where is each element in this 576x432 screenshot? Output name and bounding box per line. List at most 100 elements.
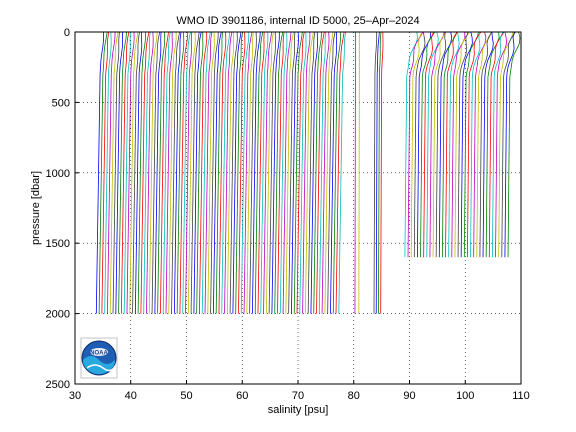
profile-line (160, 32, 169, 314)
profile-line (129, 32, 139, 314)
profile-line (148, 32, 158, 314)
profile-line (470, 32, 481, 258)
x-tick-label: 100 (456, 390, 474, 402)
profile-line (95, 32, 104, 314)
profile-line (118, 32, 127, 314)
profile-line (252, 32, 261, 314)
grid (75, 32, 521, 384)
profile-line (182, 32, 191, 314)
profile-line (442, 32, 458, 258)
profile-line (151, 32, 161, 314)
x-axis: 30 40 50 60 70 80 90 100 110 (69, 380, 530, 402)
profile-line (498, 32, 513, 258)
profile-line (327, 32, 336, 314)
profile-line (473, 32, 487, 258)
profile-line (448, 32, 460, 258)
profile-line (407, 32, 424, 258)
profile-line (404, 32, 419, 258)
x-tick-label: 90 (403, 390, 415, 402)
x-tick-label: 60 (236, 390, 248, 402)
profile-line (260, 32, 269, 314)
profile-line (293, 32, 303, 314)
profile-line (495, 32, 508, 258)
profile-line (265, 32, 274, 314)
profile-line (338, 32, 347, 314)
profile-line (375, 32, 380, 314)
profile-line (271, 32, 280, 314)
profile-line (243, 32, 253, 314)
profile-line (123, 32, 131, 314)
profile-line (204, 32, 213, 314)
profile-line (137, 32, 147, 314)
y-axis: 0 500 1000 1500 2000 2500 (46, 27, 79, 391)
profile-line (238, 32, 246, 314)
profile-line (445, 32, 458, 258)
profile-line (373, 32, 378, 314)
profile-line (296, 32, 305, 314)
profile-line (451, 32, 466, 258)
profile-line (229, 32, 238, 314)
profile-line (413, 32, 426, 258)
profile-line (254, 32, 264, 314)
profile-line (134, 32, 143, 314)
profile-line (176, 32, 185, 314)
profile-line (417, 32, 432, 258)
profile-line (476, 32, 492, 258)
profile-line (467, 32, 482, 258)
profile-line (335, 32, 345, 314)
profile-line (316, 32, 325, 314)
profile-line (104, 32, 112, 314)
profile-line (215, 32, 223, 314)
profile-line (107, 32, 116, 314)
profile-line (246, 32, 254, 314)
profile-line (190, 32, 200, 314)
profile-line (268, 32, 276, 314)
profile-line (426, 32, 439, 258)
profile-line (285, 32, 294, 314)
profile-line (482, 32, 494, 258)
profile-line (143, 32, 151, 314)
profile-line (288, 32, 296, 314)
profile-line (112, 32, 120, 314)
profile-line (423, 32, 434, 258)
profile-line (263, 32, 273, 314)
profile-line (429, 32, 445, 258)
profile-line (165, 32, 173, 314)
profile-line (330, 32, 338, 314)
x-tick-label: 80 (348, 390, 360, 402)
profiles (95, 32, 521, 314)
profile-line (274, 32, 284, 314)
profile-line (185, 32, 193, 314)
plot-area (95, 32, 521, 314)
profile-line (132, 32, 140, 314)
y-tick-label: 0 (64, 27, 70, 39)
x-tick-label: 110 (512, 390, 530, 402)
profile-line (226, 32, 234, 314)
profile-line (199, 32, 208, 314)
profile-line (313, 32, 322, 314)
profile-line (282, 32, 292, 314)
x-axis-label: salinity [psu] (268, 404, 329, 416)
profile-line (212, 32, 222, 314)
profile-line (196, 32, 204, 314)
profile-line (299, 32, 307, 314)
profile-line (146, 32, 154, 314)
profile-line (332, 32, 341, 314)
profile-line (115, 32, 124, 314)
x-tick-label: 40 (125, 390, 137, 402)
profile-line (120, 32, 130, 314)
logo-text: NOAA (90, 351, 108, 357)
profile-line (240, 32, 250, 314)
profile-line (307, 32, 316, 314)
profile-line (207, 32, 215, 314)
profile-line (488, 32, 505, 258)
profile-line (140, 32, 150, 314)
profile-line (257, 32, 265, 314)
profile-line (420, 32, 436, 258)
profile-line (109, 32, 119, 314)
profile-line (504, 32, 515, 258)
profile-line (101, 32, 110, 314)
profile-line (235, 32, 244, 314)
profile-line (171, 32, 181, 314)
